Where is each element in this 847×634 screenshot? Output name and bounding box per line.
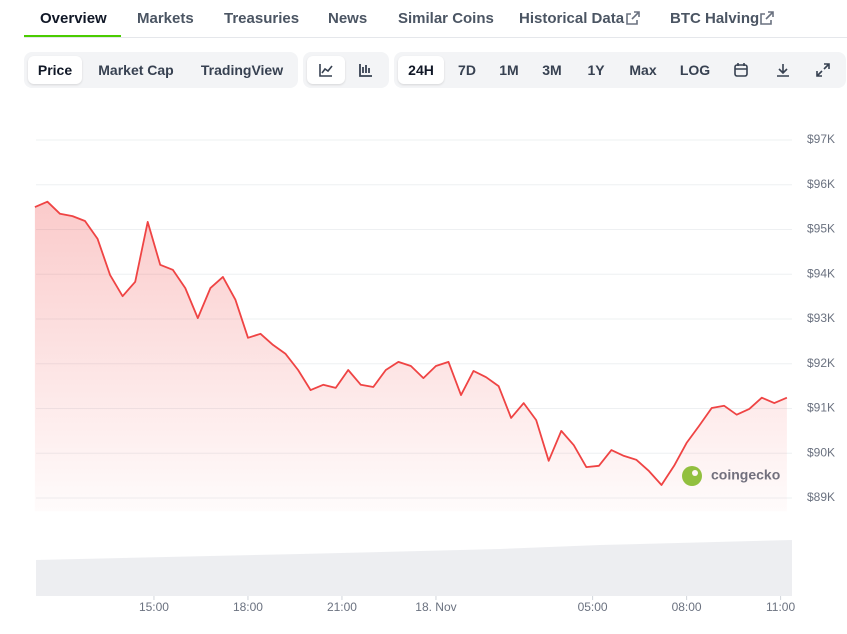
y-tick-label: $93K: [807, 311, 835, 325]
calendar-button[interactable]: [726, 56, 756, 84]
x-tick-label: 08:00: [672, 600, 702, 614]
range-button[interactable]: 1Y: [587, 62, 605, 78]
line-chart-button[interactable]: [307, 56, 345, 84]
y-tick-label: $95K: [807, 222, 835, 236]
y-tick-label: $94K: [807, 266, 835, 280]
range-button[interactable]: LOG: [679, 62, 711, 78]
tab[interactable]: Markets: [137, 10, 194, 27]
tab[interactable]: Similar Coins: [398, 10, 494, 27]
external-icon: [760, 11, 774, 25]
tab[interactable]: Overview: [40, 10, 107, 27]
external-icon: [626, 11, 640, 25]
volume-band: [36, 540, 792, 596]
range-button[interactable]: 24H: [398, 56, 444, 84]
metric-group: Price Market Cap TradingView: [24, 52, 298, 88]
active-underline: [24, 35, 121, 37]
metric-button[interactable]: Market Cap: [98, 62, 174, 78]
tab[interactable]: BTC Halving: [670, 10, 760, 27]
y-tick-label: $97K: [807, 132, 835, 146]
metric-button[interactable]: Price: [28, 56, 82, 84]
y-tick-label: $89K: [807, 490, 835, 504]
price-area: [34, 201, 787, 512]
tab[interactable]: News: [328, 10, 368, 27]
chart-type-group: [303, 52, 389, 88]
tab-bar: Overview Markets Treasuries News Similar…: [24, 0, 847, 38]
range-button[interactable]: Max: [629, 62, 657, 78]
x-tick-label: 11:00: [766, 600, 795, 614]
tab[interactable]: Historical Data: [519, 10, 625, 27]
price-line: [34, 200, 788, 486]
range-button[interactable]: 7D: [458, 62, 476, 78]
fullscreen-icon: [816, 63, 830, 77]
x-tick-label: 05:00: [578, 600, 608, 614]
candle-chart-button[interactable]: [347, 56, 385, 84]
y-tick-label: $90K: [807, 445, 835, 459]
y-tick-label: $92K: [807, 356, 835, 370]
range-group: 24H 7D 1M 3M 1Y Max LOG: [394, 52, 846, 88]
line-icon: [319, 64, 333, 77]
metric-button[interactable]: TradingView: [200, 62, 284, 78]
x-tick-label: 15:00: [139, 600, 169, 614]
download-icon: [777, 64, 789, 77]
candle-icon: [359, 64, 372, 77]
download-button[interactable]: [768, 56, 798, 84]
range-button[interactable]: 1M: [499, 62, 519, 78]
y-tick-label: $91K: [807, 401, 835, 415]
fullscreen-button[interactable]: [808, 56, 838, 84]
x-tick-label: 18:00: [233, 600, 263, 614]
tab[interactable]: Treasuries: [224, 10, 300, 27]
y-tick-label: $96K: [807, 177, 835, 191]
range-button[interactable]: 3M: [542, 62, 562, 78]
x-tick-label: 18. Nov: [415, 600, 456, 614]
x-tick-label: 21:00: [327, 600, 357, 614]
calendar-icon: [734, 63, 748, 77]
